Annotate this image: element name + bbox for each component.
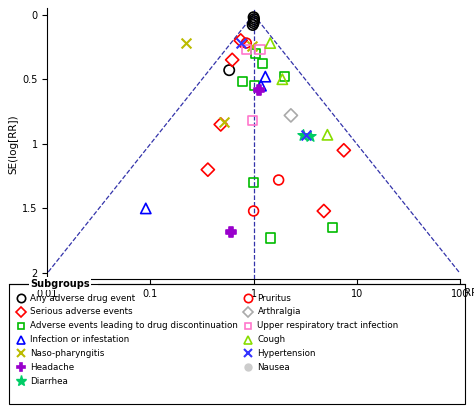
Point: [227, 228, 235, 235]
Point: [251, 82, 258, 89]
Point: [306, 133, 313, 140]
Point: [281, 73, 288, 80]
Point: [262, 73, 269, 80]
Point: [287, 112, 295, 119]
Point: [248, 42, 256, 49]
Text: Upper respiratory tract infection: Upper respiratory tract infection: [257, 321, 399, 330]
Point: [237, 40, 245, 46]
Point: [142, 205, 150, 212]
Point: [237, 37, 245, 44]
Point: [250, 208, 257, 214]
Text: Nausea: Nausea: [257, 363, 290, 372]
Point: [249, 22, 256, 28]
Point: [255, 86, 263, 93]
Text: Pruritus: Pruritus: [257, 293, 292, 302]
Point: [302, 131, 310, 138]
Text: Subgroups: Subgroups: [30, 279, 90, 288]
Text: Arthralgia: Arthralgia: [257, 307, 301, 316]
Point: [228, 57, 236, 63]
Point: [256, 46, 264, 53]
Point: [266, 40, 274, 46]
Point: [217, 121, 225, 128]
Text: Infection or infestation: Infection or infestation: [30, 335, 129, 344]
Point: [239, 78, 246, 85]
Text: Headache: Headache: [30, 363, 74, 372]
Point: [257, 82, 265, 89]
Point: [320, 208, 328, 214]
Text: Serious adverse events: Serious adverse events: [30, 307, 133, 316]
Point: [182, 40, 190, 46]
Point: [266, 235, 274, 242]
Point: [252, 50, 260, 57]
Text: Hypertension: Hypertension: [257, 349, 316, 358]
Text: Cough: Cough: [257, 335, 286, 344]
Point: [279, 76, 286, 82]
Text: Any adverse drug event: Any adverse drug event: [30, 293, 135, 302]
Point: [204, 166, 211, 173]
Point: [250, 18, 257, 24]
Y-axis label: SE(log[RR]): SE(log[RR]): [8, 114, 18, 174]
Point: [299, 131, 307, 138]
Point: [250, 16, 258, 22]
Point: [259, 60, 266, 67]
Point: [250, 20, 257, 26]
Text: Naso-pharyngitis: Naso-pharyngitis: [30, 349, 104, 358]
Point: [250, 180, 257, 186]
Text: RR: RR: [464, 288, 474, 297]
Text: Diarrhea: Diarrhea: [30, 377, 68, 386]
Point: [328, 224, 336, 231]
Point: [226, 67, 233, 73]
Point: [243, 46, 250, 53]
Point: [249, 117, 256, 124]
Point: [250, 14, 257, 20]
Point: [340, 147, 347, 153]
Text: Adverse events leading to drug discontinuation: Adverse events leading to drug discontin…: [30, 321, 238, 330]
Point: [243, 40, 250, 46]
Point: [275, 177, 283, 183]
Point: [220, 119, 228, 125]
Point: [324, 131, 331, 138]
